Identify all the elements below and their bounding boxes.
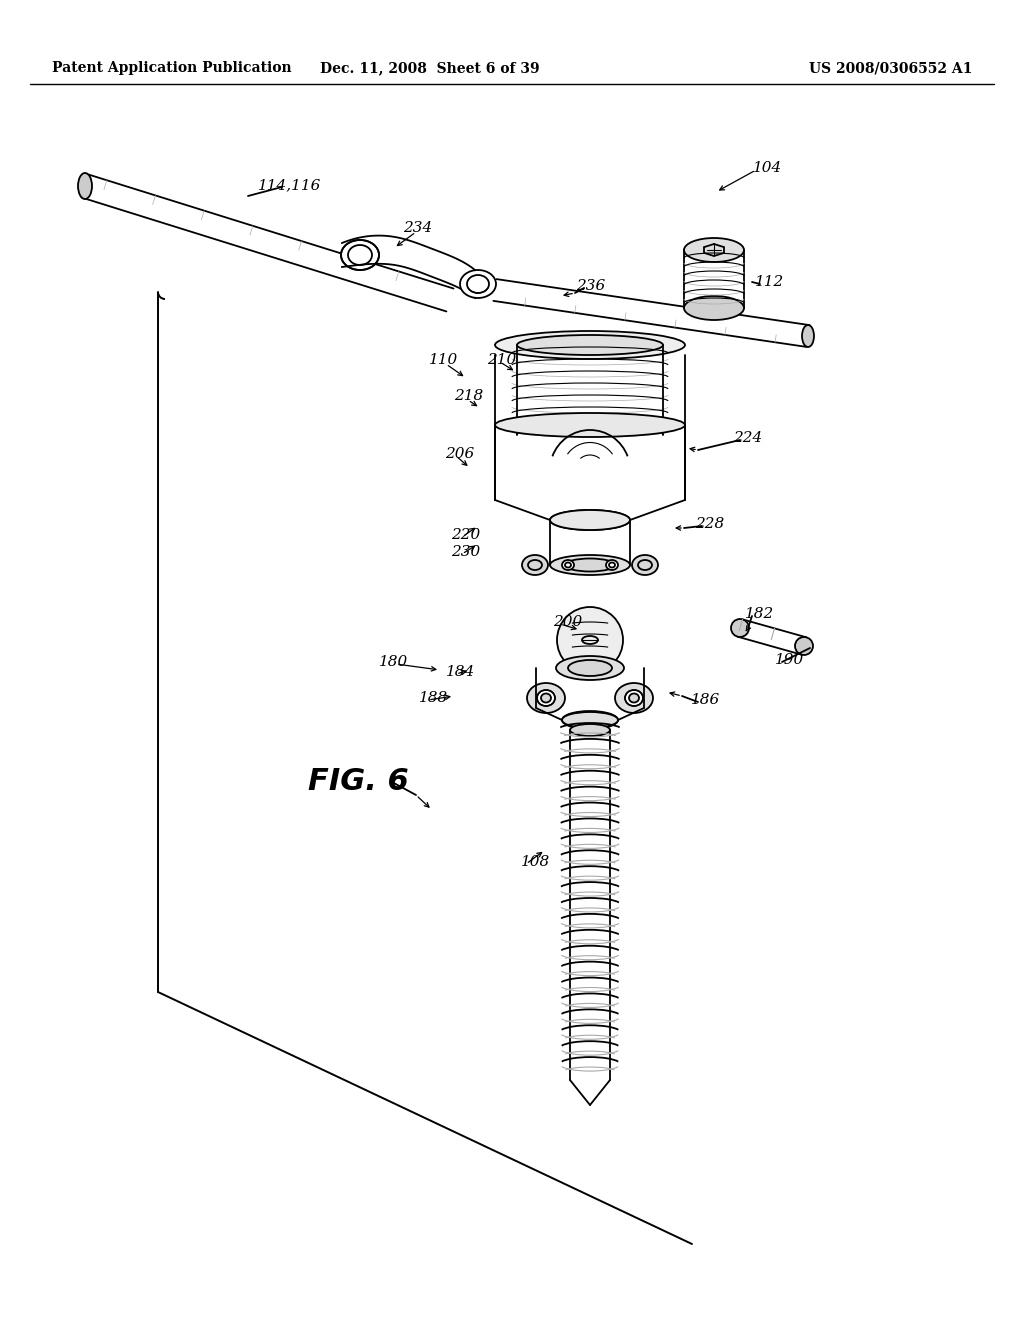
Text: 184: 184 bbox=[446, 665, 475, 678]
Text: Dec. 11, 2008  Sheet 6 of 39: Dec. 11, 2008 Sheet 6 of 39 bbox=[321, 61, 540, 75]
Text: 234: 234 bbox=[403, 220, 432, 235]
Ellipse shape bbox=[522, 554, 548, 576]
Ellipse shape bbox=[570, 723, 610, 737]
Ellipse shape bbox=[562, 711, 618, 729]
Text: 228: 228 bbox=[695, 517, 725, 531]
Text: 180: 180 bbox=[379, 655, 409, 669]
Ellipse shape bbox=[802, 325, 814, 347]
Ellipse shape bbox=[562, 711, 618, 729]
Ellipse shape bbox=[629, 693, 639, 702]
Ellipse shape bbox=[550, 510, 630, 531]
Text: 200: 200 bbox=[553, 615, 583, 630]
Text: 182: 182 bbox=[745, 607, 774, 620]
Text: 188: 188 bbox=[420, 690, 449, 705]
Ellipse shape bbox=[615, 682, 653, 713]
Ellipse shape bbox=[78, 173, 92, 199]
Ellipse shape bbox=[606, 560, 618, 570]
Text: US 2008/0306552 A1: US 2008/0306552 A1 bbox=[809, 61, 972, 75]
Text: 108: 108 bbox=[521, 855, 551, 869]
Ellipse shape bbox=[731, 619, 749, 638]
Ellipse shape bbox=[562, 560, 574, 570]
Ellipse shape bbox=[495, 413, 685, 437]
Text: FIG. 6: FIG. 6 bbox=[308, 767, 409, 796]
Ellipse shape bbox=[537, 690, 555, 706]
Text: 110: 110 bbox=[429, 352, 459, 367]
Text: 210: 210 bbox=[487, 352, 517, 367]
Ellipse shape bbox=[632, 554, 658, 576]
Ellipse shape bbox=[550, 554, 630, 576]
Ellipse shape bbox=[517, 335, 663, 355]
Text: 186: 186 bbox=[691, 693, 721, 708]
Ellipse shape bbox=[550, 510, 630, 531]
Text: 112: 112 bbox=[756, 275, 784, 289]
Ellipse shape bbox=[557, 607, 623, 673]
Text: 220: 220 bbox=[452, 528, 480, 543]
Ellipse shape bbox=[541, 693, 551, 702]
Ellipse shape bbox=[527, 682, 565, 713]
Ellipse shape bbox=[460, 271, 496, 298]
Text: 206: 206 bbox=[445, 447, 475, 461]
Text: 190: 190 bbox=[775, 653, 805, 667]
Ellipse shape bbox=[341, 240, 379, 271]
Text: 104: 104 bbox=[754, 161, 782, 176]
Ellipse shape bbox=[556, 656, 624, 680]
Ellipse shape bbox=[348, 246, 372, 265]
Ellipse shape bbox=[795, 638, 813, 655]
Text: 224: 224 bbox=[733, 432, 763, 445]
Ellipse shape bbox=[495, 331, 685, 359]
Ellipse shape bbox=[684, 296, 744, 319]
Ellipse shape bbox=[565, 558, 615, 572]
Text: 230: 230 bbox=[452, 545, 480, 558]
Text: 114,116: 114,116 bbox=[258, 178, 322, 191]
Ellipse shape bbox=[625, 690, 643, 706]
Ellipse shape bbox=[467, 275, 489, 293]
Ellipse shape bbox=[684, 238, 744, 261]
Text: 218: 218 bbox=[455, 389, 483, 403]
Ellipse shape bbox=[568, 660, 612, 676]
Text: Patent Application Publication: Patent Application Publication bbox=[52, 61, 292, 75]
Text: 236: 236 bbox=[577, 279, 605, 293]
